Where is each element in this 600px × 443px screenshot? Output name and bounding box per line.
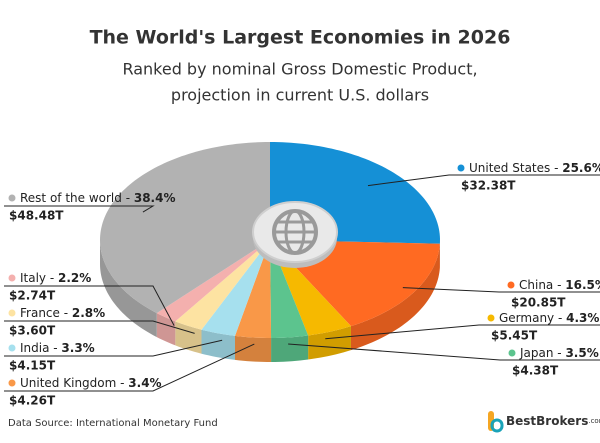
slice-side [308, 326, 351, 360]
leader-line [402, 287, 600, 293]
subtitle: projection in current U.S. dollars [171, 86, 429, 105]
leader-line [4, 343, 255, 392]
separator: - [553, 346, 565, 360]
value-label: 4.3% [566, 311, 599, 325]
slice-label: Germany - 4.3% [499, 311, 599, 325]
leader-line [325, 324, 600, 340]
brand-name: BestBrokers [506, 414, 588, 428]
category-name: Japan [519, 346, 553, 360]
category-name: India [20, 341, 49, 355]
separator: - [116, 376, 128, 390]
leader-line [4, 205, 155, 213]
pie-sides [100, 240, 440, 362]
legend-dot [507, 281, 515, 289]
subtitle: Ranked by nominal Gross Domestic Product… [122, 60, 477, 79]
slice-label: United States - 25.6% [469, 161, 600, 175]
slice [100, 142, 271, 314]
slice-label: Italy - 2.2% [20, 271, 91, 285]
legend-dot [508, 349, 516, 357]
center-icon [252, 201, 338, 268]
separator: - [49, 341, 61, 355]
separator: - [60, 306, 72, 320]
amount-label: $48.48T [9, 209, 64, 223]
separator: - [553, 278, 565, 292]
amount-label: $3.60T [9, 324, 56, 338]
separator: - [550, 161, 562, 175]
value-label: 38.4% [134, 191, 176, 205]
category-name: France [20, 306, 60, 320]
value-label: 3.3% [61, 341, 94, 355]
slice-label: United Kingdom - 3.4% [20, 376, 162, 390]
category-name: Rest of the world [20, 191, 122, 205]
value-label: 25.6% [562, 161, 600, 175]
value-label: 2.8% [72, 306, 105, 320]
amount-label: $4.26T [9, 394, 56, 408]
legend-dot [8, 194, 16, 202]
category-name: China [519, 278, 553, 292]
slice [201, 240, 270, 336]
leader-line [4, 285, 175, 326]
slice-label: Rest of the world - 38.4% [20, 191, 176, 205]
legend-dot [8, 344, 16, 352]
slice-side [100, 240, 157, 338]
brand-suffix: .com [588, 417, 600, 425]
slice-side [156, 313, 176, 346]
slice-side [201, 329, 236, 360]
value-label: 3.4% [128, 376, 161, 390]
leader-line [367, 174, 600, 187]
slice-label: China - 16.5% [519, 278, 600, 292]
amount-label: $5.45T [491, 329, 538, 343]
legend-dot [8, 274, 16, 282]
leader-line [288, 343, 600, 361]
value-label: 2.2% [58, 271, 91, 285]
leader-line [4, 320, 195, 334]
leader-line [4, 339, 223, 357]
slice-side [350, 243, 440, 351]
separator: - [122, 191, 134, 205]
separator: - [554, 311, 566, 325]
slice [175, 240, 270, 330]
slice [156, 240, 270, 322]
brand: BestBrokers.com [506, 414, 600, 428]
brand-logo [488, 411, 504, 433]
category-name: Germany [499, 311, 554, 325]
slice-label: Japan - 3.5% [519, 346, 599, 360]
legend-dot [8, 309, 16, 317]
value-label: 16.5% [565, 278, 600, 292]
amount-label: $32.38T [461, 179, 516, 193]
category-name: Italy [20, 271, 46, 285]
slice-side [271, 335, 309, 362]
slice-label: France - 2.8% [20, 306, 105, 320]
separator: - [46, 271, 58, 285]
legend-dot [487, 314, 495, 322]
amount-label: $4.38T [512, 364, 559, 378]
amount-label: $2.74T [9, 289, 56, 303]
category-name: United States [469, 161, 550, 175]
value-label: 3.5% [565, 346, 598, 360]
slice-label: India - 3.3% [20, 341, 95, 355]
amount-label: $20.85T [511, 296, 566, 310]
category-name: United Kingdom [20, 376, 116, 390]
amount-label: $4.15T [9, 359, 56, 373]
legend-dot [8, 379, 16, 387]
source: Data Source: International Monetary Fund [8, 418, 218, 429]
chart-title: The World's Largest Economies in 2026 [90, 27, 511, 49]
legend-dot [457, 164, 465, 172]
slice-side [235, 335, 272, 362]
slice [235, 240, 272, 338]
